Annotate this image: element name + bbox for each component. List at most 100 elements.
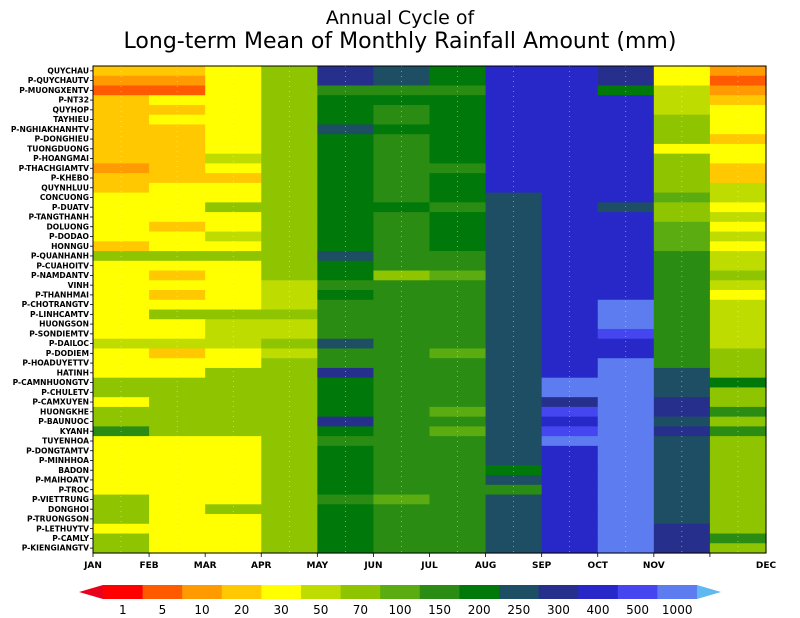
heatmap-cell <box>149 260 206 272</box>
heatmap-cell <box>541 436 599 447</box>
heatmap-cell <box>261 124 318 135</box>
heatmap-cell <box>597 192 655 203</box>
heatmap-cell <box>261 221 318 233</box>
heatmap-cell <box>541 426 599 437</box>
heatmap-cell <box>205 124 262 135</box>
heatmap-cell <box>653 523 711 535</box>
heatmap-cell <box>205 543 262 554</box>
heatmap-cell <box>205 173 262 184</box>
heatmap-cell <box>149 192 206 203</box>
heatmap-cells <box>93 66 767 554</box>
heatmap-cell <box>653 280 711 291</box>
heatmap-cell <box>205 270 262 281</box>
y-tick-label: P-CUAHOITV <box>36 261 89 270</box>
heatmap-cell <box>429 484 487 496</box>
heatmap-cell <box>709 406 767 418</box>
heatmap-cell <box>317 406 375 418</box>
y-tick-label: KYANH <box>60 427 89 436</box>
heatmap-cell <box>429 514 487 525</box>
heatmap-cell <box>429 221 487 233</box>
heatmap-cell <box>709 397 767 408</box>
heatmap-cell <box>541 270 599 281</box>
heatmap-cell <box>597 455 655 466</box>
heatmap-cell <box>541 299 599 311</box>
y-tick-label: P-QUYCHAUTV <box>28 76 89 85</box>
heatmap-cell <box>149 95 206 106</box>
heatmap-cell <box>541 406 599 418</box>
heatmap-cell <box>709 455 767 466</box>
heatmap-cell <box>93 143 150 155</box>
heatmap-cell <box>429 143 487 155</box>
y-tick-label: P-CAMNHUONGTV <box>13 378 90 387</box>
heatmap-cell <box>429 299 487 311</box>
heatmap-cell <box>541 134 599 145</box>
heatmap-cell <box>149 182 206 194</box>
color-legend-box <box>657 585 698 599</box>
heatmap-cell <box>709 192 767 203</box>
heatmap-cell <box>373 416 431 427</box>
heatmap-cell <box>317 455 375 466</box>
heatmap-cell <box>373 504 431 515</box>
heatmap-cell <box>541 484 599 496</box>
heatmap-cell <box>653 514 711 525</box>
heatmap-cell <box>373 436 431 447</box>
heatmap-cell <box>485 523 543 535</box>
color-legend-label: 20 <box>234 603 249 617</box>
x-tick-label: DEC <box>756 561 777 571</box>
heatmap-cell <box>373 367 431 379</box>
heatmap-cell <box>541 338 599 350</box>
heatmap-cell <box>93 299 150 311</box>
heatmap-cell <box>653 377 711 389</box>
heatmap-cell <box>149 85 206 96</box>
heatmap-cell <box>653 134 711 145</box>
heatmap-cell <box>149 348 206 359</box>
heatmap-cell <box>541 153 599 164</box>
heatmap-cell <box>653 504 711 515</box>
y-tick-label: HUONGSON <box>39 320 89 329</box>
heatmap-cell <box>93 358 150 369</box>
heatmap-cell <box>597 338 655 350</box>
heatmap-cell <box>541 475 599 486</box>
heatmap-cell <box>485 377 543 389</box>
heatmap-cell <box>541 290 599 301</box>
heatmap-cell <box>373 348 431 359</box>
heatmap-cell <box>373 153 431 164</box>
heatmap-cell <box>541 231 599 242</box>
heatmap-cell <box>373 134 431 145</box>
y-tick-label: HATINH <box>57 368 89 377</box>
heatmap-cell <box>93 377 150 389</box>
heatmap-cell <box>149 523 206 535</box>
heatmap-cell <box>709 260 767 272</box>
heatmap-cell <box>373 66 431 77</box>
heatmap-cell <box>709 377 767 389</box>
heatmap-cell <box>205 280 262 291</box>
heatmap-cell <box>597 309 655 320</box>
heatmap-cell <box>653 192 711 203</box>
heatmap-cell <box>373 377 431 389</box>
heatmap-cell <box>597 299 655 311</box>
y-tick-label: P-DAILOC <box>49 339 90 348</box>
heatmap-cell <box>597 163 655 174</box>
y-tick-label: P-CAMLY <box>52 534 89 543</box>
y-tick-label: P-KIENGIANGTV <box>22 544 89 553</box>
heatmap-cell <box>93 290 150 301</box>
heatmap-cell <box>653 299 711 311</box>
heatmap-cell <box>541 182 599 194</box>
heatmap-cell <box>485 95 543 106</box>
heatmap-cell <box>373 426 431 437</box>
heatmap-cell <box>709 416 767 427</box>
heatmap-cell <box>149 124 206 135</box>
heatmap-cell <box>485 397 543 408</box>
heatmap-cell <box>205 436 262 447</box>
heatmap-cell <box>205 387 262 398</box>
heatmap-cell <box>709 484 767 496</box>
heatmap-cell <box>597 153 655 164</box>
heatmap-cell <box>485 319 543 330</box>
heatmap-cell <box>429 328 487 340</box>
heatmap-cell <box>317 348 375 359</box>
heatmap-cell <box>541 260 599 272</box>
heatmap-cell <box>317 124 375 135</box>
heatmap-cell <box>93 543 150 554</box>
heatmap-cell <box>429 192 487 203</box>
heatmap-cell <box>205 445 262 457</box>
